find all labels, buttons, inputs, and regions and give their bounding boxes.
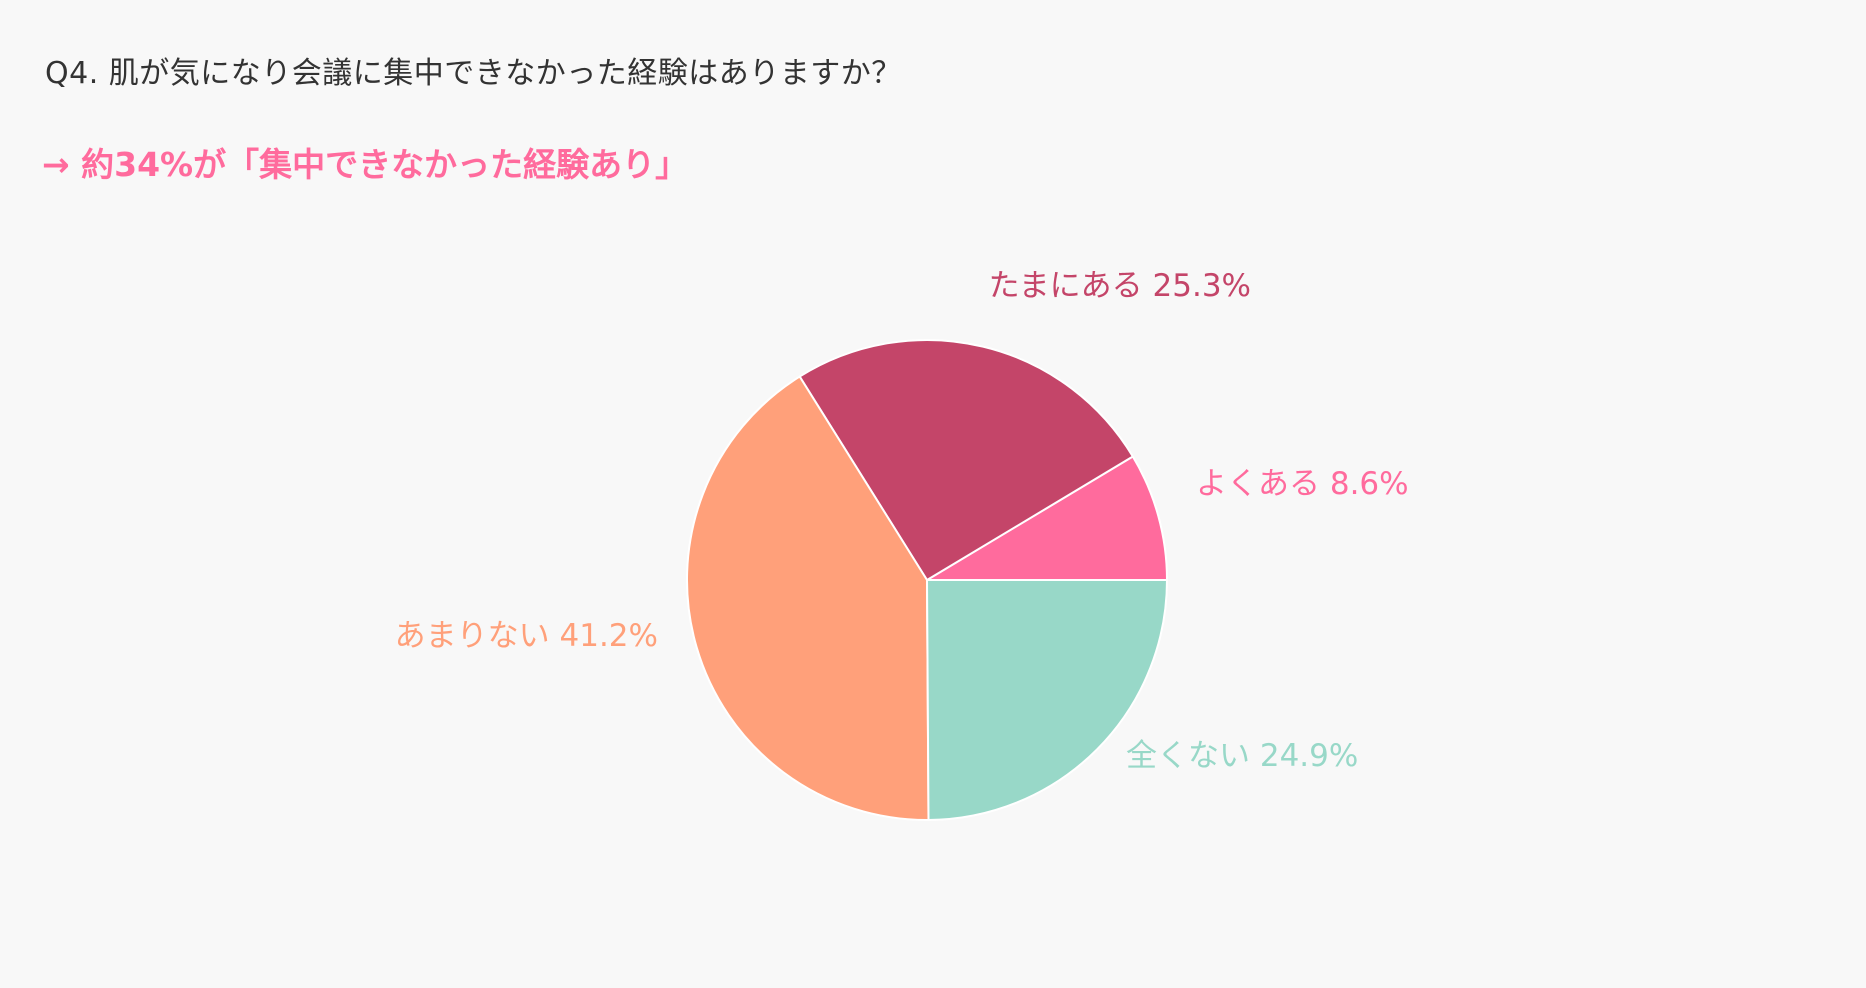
question-text: Q4. 肌が気になり会議に集中できなかった経験はありますか？ — [45, 56, 902, 91]
pie-slice-label-3: あまりない 41.2% — [395, 618, 658, 654]
pie-slice-1 — [926, 455, 1168, 581]
pie-labels: よくある 8.6% たまにある 25.3% あまりない 41.2% 全くない 24.9… — [395, 268, 1409, 774]
pie-slice-3 — [686, 375, 930, 821]
pie-slice-2 — [798, 339, 1134, 581]
pie-slices — [686, 339, 1168, 821]
pie-slice-label-1: よくある 8.6% — [1196, 466, 1409, 502]
pie-slice-label-4: 全くない 24.9% — [1126, 738, 1358, 774]
headline-summary: → 約34%が「集中できなかった経験あり」 — [42, 145, 689, 184]
pie-slice-4 — [926, 579, 1168, 821]
pie-slice-label-2: たまにある 25.3% — [989, 268, 1251, 304]
